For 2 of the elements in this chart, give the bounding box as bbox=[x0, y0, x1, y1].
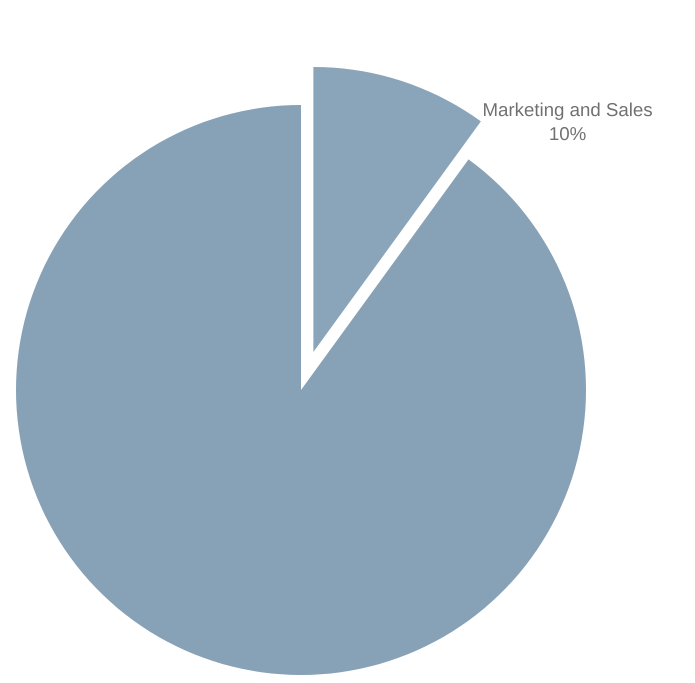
slice-label: Marketing and Sales bbox=[484, 102, 652, 120]
data-label: 10% bbox=[550, 127, 586, 140]
